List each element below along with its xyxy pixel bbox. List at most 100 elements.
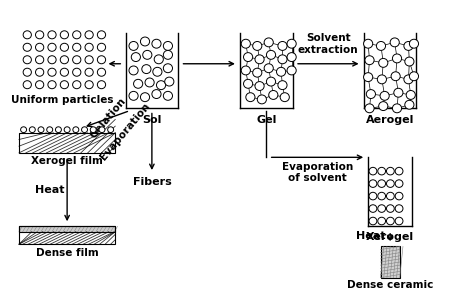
Circle shape [264, 64, 273, 73]
Circle shape [85, 56, 93, 64]
Circle shape [386, 192, 394, 200]
Circle shape [73, 43, 81, 51]
Bar [19, 232, 115, 244]
Circle shape [29, 127, 35, 133]
Circle shape [380, 91, 389, 100]
Circle shape [156, 81, 165, 90]
Circle shape [48, 81, 56, 89]
Circle shape [244, 53, 253, 61]
Circle shape [82, 127, 88, 133]
Circle shape [378, 192, 385, 200]
Circle shape [154, 55, 164, 64]
Circle shape [376, 41, 385, 50]
Text: Heat: Heat [356, 231, 386, 241]
Circle shape [153, 67, 162, 76]
Circle shape [140, 37, 150, 46]
Circle shape [395, 192, 403, 200]
Text: Gel: Gel [256, 115, 277, 125]
Text: Gelation: Gelation [89, 96, 128, 140]
Circle shape [246, 93, 255, 102]
Circle shape [391, 72, 400, 81]
Circle shape [64, 127, 70, 133]
Circle shape [369, 167, 377, 175]
Circle shape [379, 59, 388, 67]
Bar [19, 226, 115, 232]
Circle shape [143, 50, 152, 59]
Circle shape [366, 90, 375, 98]
Circle shape [386, 205, 394, 212]
Text: Xerogel film: Xerogel film [31, 156, 103, 166]
Circle shape [36, 68, 44, 76]
Text: Heat: Heat [35, 185, 64, 195]
Circle shape [395, 205, 403, 212]
Circle shape [36, 31, 44, 39]
Circle shape [85, 31, 93, 39]
Circle shape [23, 81, 31, 89]
Circle shape [405, 100, 414, 109]
Circle shape [379, 102, 388, 111]
Circle shape [73, 68, 81, 76]
Circle shape [378, 180, 385, 187]
Circle shape [152, 90, 161, 98]
Circle shape [73, 56, 81, 64]
Circle shape [36, 43, 44, 51]
Text: Evaporation
of solvent: Evaporation of solvent [282, 162, 353, 183]
Circle shape [23, 68, 31, 76]
Circle shape [36, 56, 44, 64]
Circle shape [152, 39, 161, 48]
Circle shape [129, 66, 138, 75]
Circle shape [369, 180, 377, 187]
Circle shape [129, 41, 138, 50]
Circle shape [48, 43, 56, 51]
Circle shape [48, 68, 56, 76]
Circle shape [369, 205, 377, 212]
Circle shape [364, 73, 373, 81]
Circle shape [392, 104, 401, 113]
Circle shape [410, 39, 419, 48]
Circle shape [73, 31, 81, 39]
Circle shape [253, 68, 262, 77]
Circle shape [395, 217, 403, 225]
Circle shape [47, 127, 53, 133]
Circle shape [164, 50, 173, 59]
Circle shape [164, 91, 173, 100]
Circle shape [365, 104, 374, 113]
Circle shape [73, 81, 81, 89]
Circle shape [377, 75, 386, 84]
Text: Xerogel: Xerogel [366, 232, 414, 242]
Circle shape [404, 75, 413, 84]
Text: Uniform particles: Uniform particles [11, 94, 113, 104]
Circle shape [99, 127, 105, 133]
Text: Fibers: Fibers [133, 177, 171, 187]
Bar [19, 226, 115, 244]
Circle shape [60, 81, 69, 89]
Circle shape [60, 43, 69, 51]
Circle shape [278, 81, 287, 90]
Circle shape [405, 57, 414, 66]
Circle shape [365, 56, 374, 65]
Circle shape [97, 56, 106, 64]
Circle shape [36, 81, 44, 89]
Circle shape [164, 41, 173, 50]
Circle shape [392, 54, 401, 63]
Circle shape [266, 77, 275, 86]
Circle shape [404, 41, 413, 50]
Circle shape [386, 217, 394, 225]
Circle shape [129, 91, 138, 100]
Circle shape [97, 68, 106, 76]
Circle shape [287, 39, 296, 48]
Circle shape [23, 31, 31, 39]
Circle shape [142, 65, 151, 74]
Circle shape [378, 205, 385, 212]
Text: Sol: Sol [142, 115, 162, 125]
Circle shape [97, 43, 106, 51]
Circle shape [287, 53, 296, 61]
Bar [19, 133, 115, 153]
Text: Dense film: Dense film [36, 248, 99, 258]
Circle shape [241, 39, 250, 48]
Circle shape [55, 127, 62, 133]
Circle shape [369, 192, 377, 200]
Circle shape [395, 180, 403, 187]
Circle shape [266, 50, 275, 59]
Circle shape [134, 79, 143, 88]
